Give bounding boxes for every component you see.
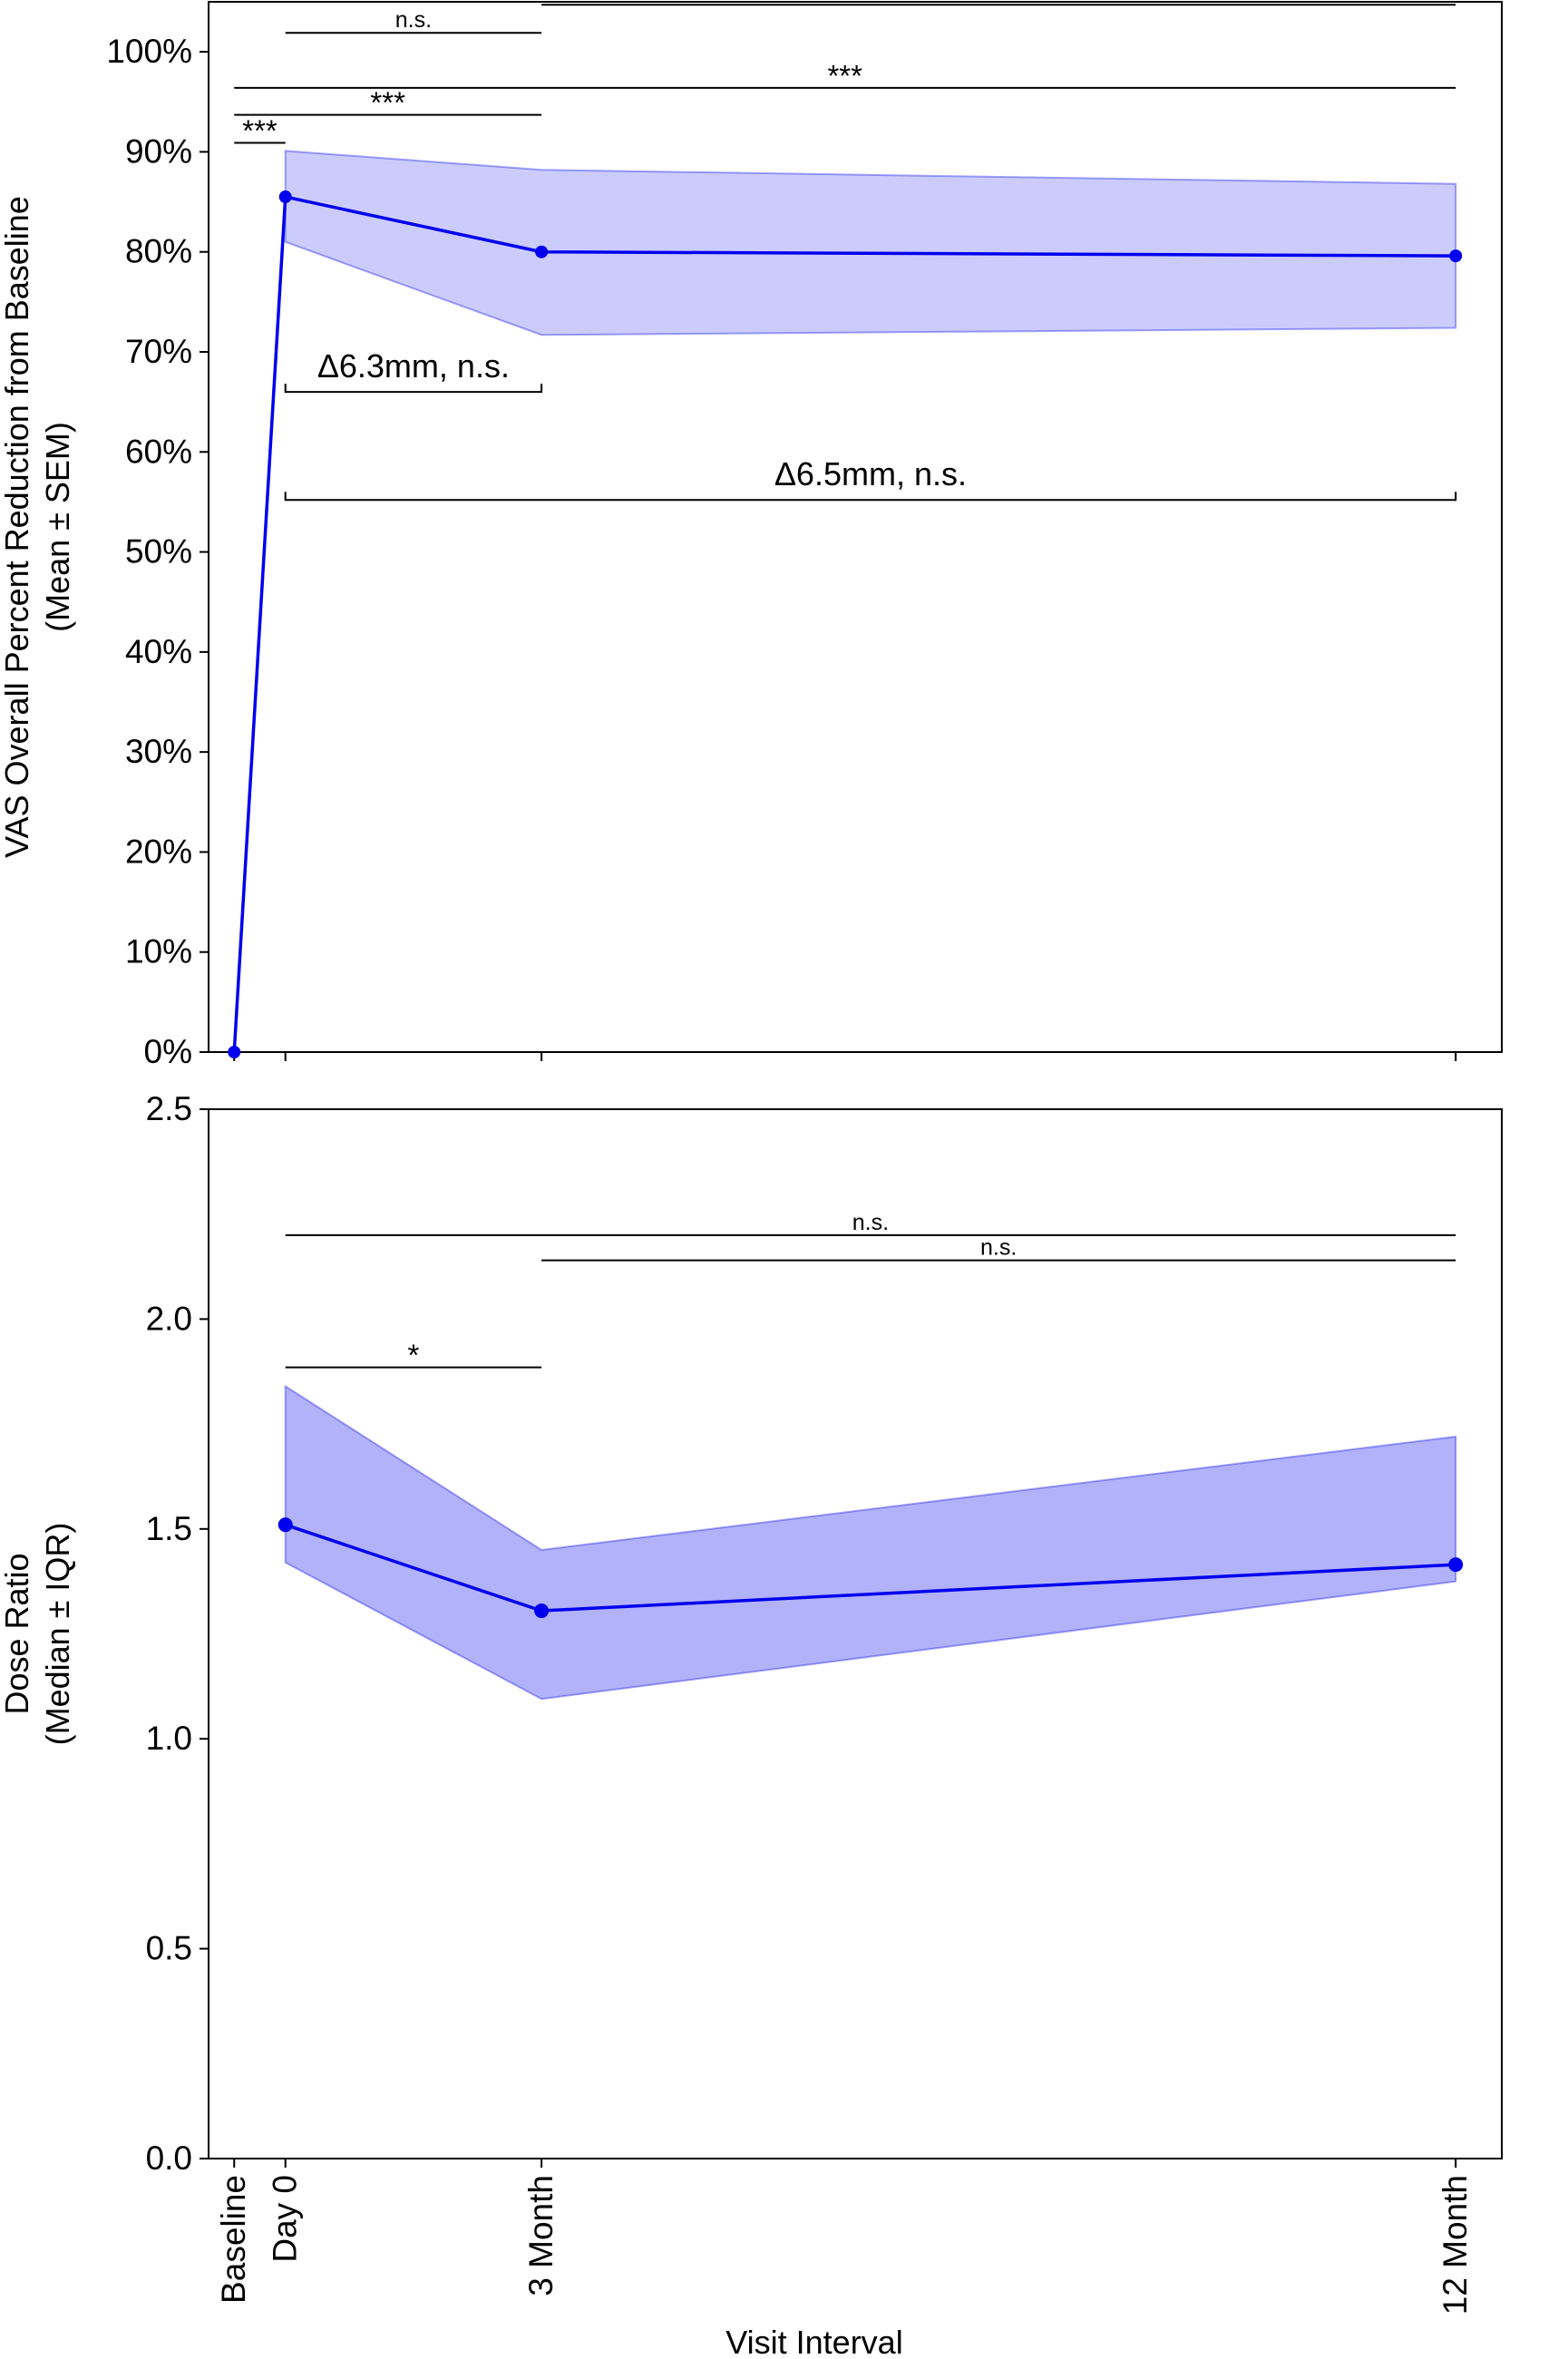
y-tick-label: 1.0: [146, 1720, 192, 1757]
difference-label: Δ6.5mm, n.s.: [774, 455, 967, 492]
data-point: [228, 1046, 241, 1058]
x-tick-label: Day 0: [267, 2175, 304, 2263]
y-tick-label: 90%: [125, 132, 192, 170]
significance-label: ***: [827, 59, 862, 93]
plot-frame: [208, 1, 1503, 1053]
y-tick-label: 30%: [125, 733, 192, 770]
data-point: [1448, 1557, 1464, 1573]
x-tick-label: 3 Month: [522, 2175, 560, 2296]
error-band: [284, 1384, 1457, 1701]
data-point: [535, 245, 549, 258]
x-axis: Baseline Day 0 3 Month 12 Month Visit Interv…: [215, 2175, 1474, 2359]
y-tick-label: 2.5: [146, 1090, 192, 1127]
significance-label: n.s.: [395, 7, 432, 33]
significance-label: ***: [370, 86, 405, 120]
vas-reduction-panel: 0% 10% 20% 30% 40% 50% 60% 70% 80% 90% 100% VAS Ove…: [0, 0, 1503, 1070]
y-tick-label: 0%: [144, 1033, 192, 1070]
error-band: [284, 150, 1457, 336]
significance-label: n.s.: [980, 0, 1017, 5]
y-axis-title: VAS Overall Percent Reduction from Basel…: [0, 196, 35, 858]
y-axis-subtitle: (Median ± IQR): [39, 1523, 76, 1746]
significance-label: n.s.: [852, 1210, 889, 1235]
y-axis-subtitle: (Mean ± SEM): [39, 422, 76, 632]
y-tick-label: 100%: [106, 33, 192, 70]
y-tick-label: 0.5: [146, 1930, 192, 1967]
y-axis-title: Dose Ratio: [0, 1553, 35, 1714]
y-tick-label: 60%: [125, 433, 192, 470]
significance-label: *: [407, 1339, 419, 1372]
y-tick-label: 80%: [125, 233, 192, 270]
data-point: [1449, 249, 1463, 263]
y-tick-label: 40%: [125, 633, 192, 670]
data-point: [278, 1517, 293, 1533]
dose-ratio-panel: 0.0 0.5 1.0 1.5 2.0 2.5 Dose Ratio (Median ± IQ…: [0, 1090, 1503, 2177]
data-point: [278, 190, 292, 204]
y-tick-label: 70%: [125, 333, 192, 370]
y-tick-label: 50%: [125, 533, 192, 570]
y-tick-label: 0.0: [146, 2140, 192, 2177]
x-tick-label: 12 Month: [1437, 2175, 1474, 2315]
y-tick-label: 2.0: [146, 1300, 192, 1337]
y-tick-label: 10%: [125, 933, 192, 970]
significance-label: n.s.: [980, 1235, 1017, 1261]
difference-label: Δ6.3mm, n.s.: [317, 347, 510, 385]
x-tick-label: Baseline: [215, 2175, 252, 2304]
y-tick-label: 1.5: [146, 1510, 192, 1547]
x-axis-title: Visit Interval: [726, 2324, 902, 2359]
plot-frame: [208, 1108, 1503, 2159]
series-line: [232, 194, 1456, 1053]
significance-label: ***: [242, 114, 278, 148]
y-tick-label: 20%: [125, 833, 192, 870]
data-point: [534, 1604, 550, 1619]
